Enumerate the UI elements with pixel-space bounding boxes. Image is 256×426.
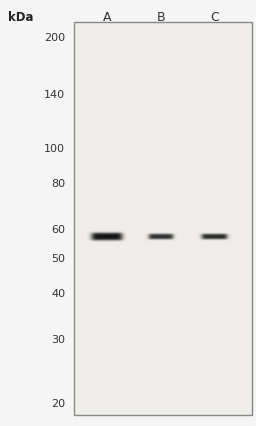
Text: 100: 100 [44, 143, 65, 153]
Text: 60: 60 [51, 224, 65, 234]
Text: B: B [157, 12, 166, 24]
Text: 80: 80 [51, 178, 65, 189]
Text: 140: 140 [44, 90, 65, 100]
Text: A: A [103, 12, 112, 24]
Text: 50: 50 [51, 253, 65, 263]
Text: 20: 20 [51, 398, 65, 409]
Text: 200: 200 [44, 33, 65, 43]
Text: C: C [211, 12, 219, 24]
Text: kDa: kDa [8, 12, 33, 24]
Bar [74, 23, 252, 415]
Text: 40: 40 [51, 288, 65, 299]
Text: 30: 30 [51, 334, 65, 344]
Bar [74, 23, 252, 415]
